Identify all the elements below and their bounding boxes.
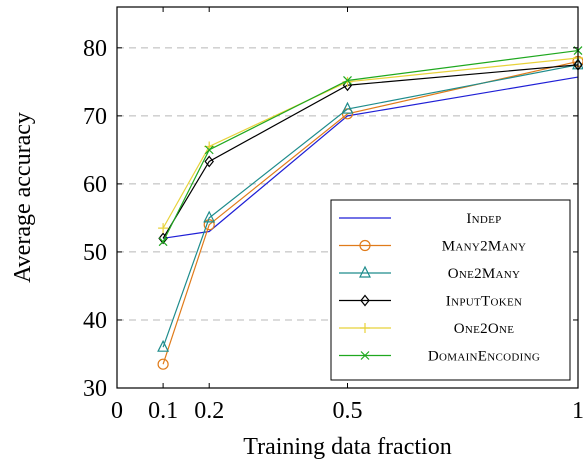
data-point xyxy=(341,101,354,114)
legend-swatch-marker xyxy=(360,323,370,333)
y-tick-label: 60 xyxy=(83,172,107,198)
series-indep xyxy=(163,76,579,239)
legend-item: Indep xyxy=(339,211,501,227)
legend-swatch-marker xyxy=(360,294,370,307)
legend-item: DomainEncoding xyxy=(339,349,540,365)
x-tick-label: 0.5 xyxy=(333,398,363,424)
legend-item: One2Many xyxy=(339,265,521,282)
data-point xyxy=(204,155,214,168)
legend-label: Many2Many xyxy=(442,239,527,255)
data-point xyxy=(157,358,169,370)
series-line xyxy=(162,64,579,348)
legend-label: Indep xyxy=(466,211,501,227)
y-tick-label: 80 xyxy=(83,36,107,62)
series-line xyxy=(163,76,579,239)
legend-label: One2Many xyxy=(448,266,521,282)
y-tick-label: 30 xyxy=(83,376,107,402)
data-point xyxy=(203,219,215,231)
series-line xyxy=(162,49,579,242)
x-tick-label: 0 xyxy=(111,398,123,424)
data-point xyxy=(204,145,214,155)
legend-label: DomainEncoding xyxy=(428,349,540,365)
x-axis-label: Training data fraction xyxy=(243,434,451,460)
x-tick-label: 1 xyxy=(572,398,583,424)
y-tick-label: 70 xyxy=(83,104,107,130)
legend-label: One2One xyxy=(454,321,515,337)
data-point xyxy=(203,210,216,223)
x-tick-label: 0.2 xyxy=(194,398,224,424)
series-domainencoding xyxy=(158,46,583,247)
legend: Indep Many2Many One2Many InputToken One2One D… xyxy=(330,199,571,381)
y-axis-label: Average accuracy xyxy=(10,112,36,283)
legend-swatch-marker xyxy=(359,239,371,252)
legend-swatch-marker xyxy=(360,351,370,360)
legend-label: InputToken xyxy=(446,294,522,310)
series-line xyxy=(162,64,579,239)
legend-item: InputToken xyxy=(339,294,522,310)
y-tick-label: 40 xyxy=(83,308,107,334)
y-tick-label: 50 xyxy=(83,240,107,266)
legend-item: Many2Many xyxy=(339,239,526,255)
data-point xyxy=(157,339,170,352)
legend-box xyxy=(330,199,571,381)
data-point xyxy=(158,223,169,234)
data-point xyxy=(343,76,352,85)
x-tick-label: 0.1 xyxy=(148,398,178,424)
legend-item: One2One xyxy=(339,321,514,337)
legend-swatch-marker xyxy=(359,265,371,278)
series-line xyxy=(162,60,579,365)
series-line xyxy=(162,57,579,229)
data-point xyxy=(158,237,168,247)
series-layer xyxy=(157,46,583,370)
axis-ticks: 30 40 50 60 70 80 0 0.1 0.2 0.5 1 xyxy=(83,7,583,424)
